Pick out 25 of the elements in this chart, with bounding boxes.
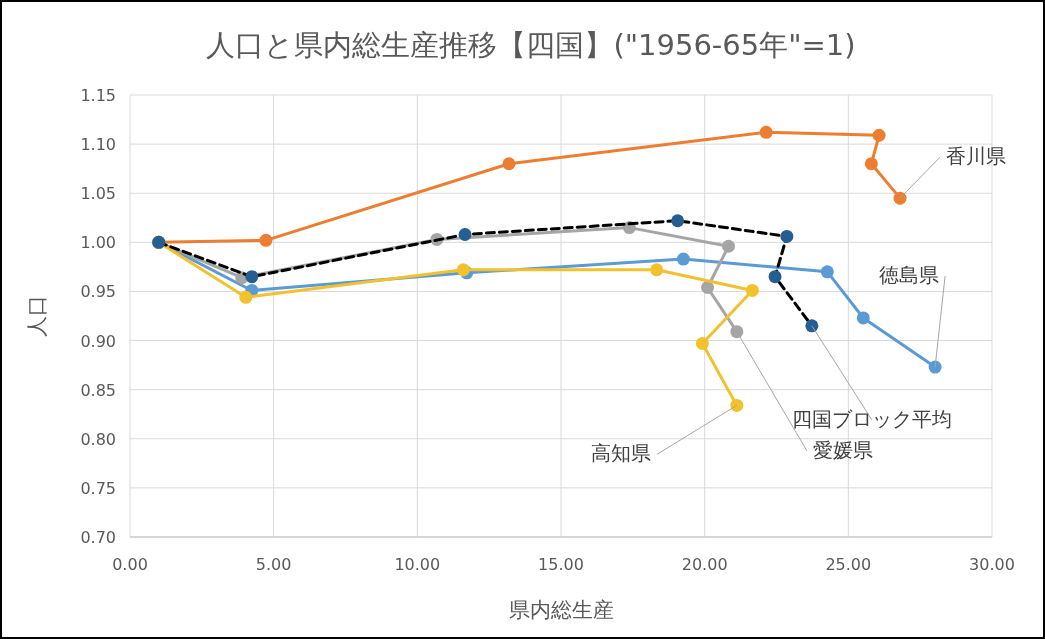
y-tick-label: 1.00 <box>80 233 116 253</box>
y-tick-label: 1.10 <box>80 135 116 155</box>
y-tick-label: 0.75 <box>80 478 116 498</box>
text: 愛媛県 <box>812 437 873 462</box>
x-tick-label: 30.00 <box>969 555 1015 574</box>
y-tick-label: 0.95 <box>80 282 116 302</box>
text: 高知県 <box>590 441 651 466</box>
text: 四国ブロック平均 <box>791 406 952 431</box>
y-tick-label: 0.90 <box>80 331 116 351</box>
x-tick-label: 5.00 <box>255 555 292 574</box>
x-axis-title: 県内総生産 <box>508 598 614 622</box>
series-label: 徳島県 <box>879 263 940 288</box>
chart-title: 人口と県内総生産推移【四国】("1956-65年"=1) <box>206 28 856 62</box>
y-tick-label: 1.05 <box>80 184 116 204</box>
x-tick-label: 15.00 <box>538 555 584 574</box>
y-tick-label: 1.15 <box>80 86 116 105</box>
x-tick-label: 10.00 <box>394 555 441 574</box>
y-tick-label: 0.80 <box>80 429 116 449</box>
x-tick-label: 0.00 <box>112 555 148 574</box>
y-axis-title: 人口 <box>25 295 49 337</box>
text: 香川県 <box>946 144 1007 169</box>
y-tick-label: 0.70 <box>80 528 116 547</box>
x-tick-label: 25.00 <box>825 555 872 574</box>
y-tick-label: 0.85 <box>80 380 116 400</box>
x-tick-label: 20.00 <box>681 555 728 574</box>
